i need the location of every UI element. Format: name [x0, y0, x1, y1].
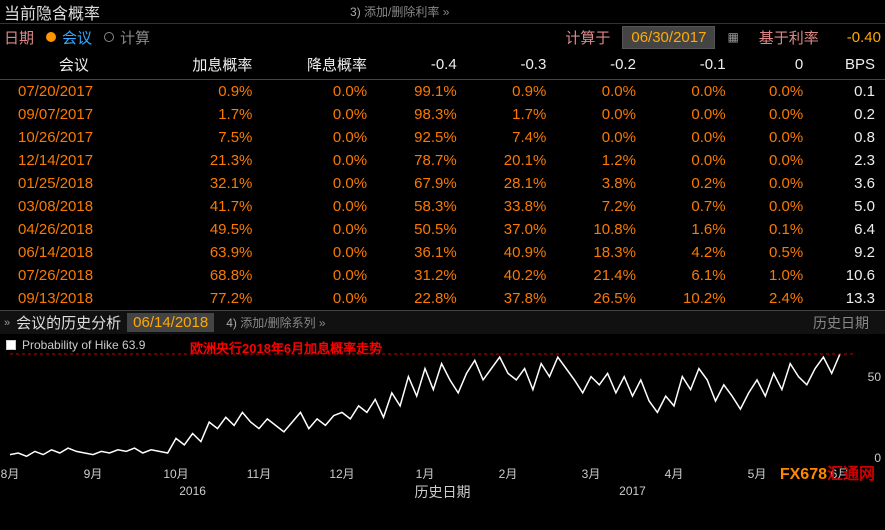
- x-tick: 5月: [748, 465, 767, 482]
- date-label: 日期: [4, 27, 34, 48]
- x-tick: 12月: [329, 465, 354, 482]
- table-row[interactable]: 09/13/201877.2%0.0%22.8%37.8%26.5%10.2%2…: [0, 287, 885, 310]
- probability-table: 会议加息概率降息概率-0.4-0.3-0.2-0.10BPS 07/20/201…: [0, 50, 885, 310]
- table-row[interactable]: 04/26/201849.5%0.0%50.5%37.0%10.8%1.6%0.…: [0, 218, 885, 241]
- x-year: 2017: [619, 484, 646, 498]
- add-remove-rate-link[interactable]: 3) 添加/删除利率 »: [350, 3, 449, 20]
- table-row[interactable]: 07/26/201868.8%0.0%31.2%40.2%21.4%6.1%1.…: [0, 264, 885, 287]
- x-tick: 3月: [582, 465, 601, 482]
- col-header: -0.2: [556, 50, 646, 80]
- table-row[interactable]: 06/14/201863.9%0.0%36.1%40.9%18.3%4.2%0.…: [0, 241, 885, 264]
- add-remove-series-link[interactable]: 4) 添加/删除系列 »: [226, 314, 325, 331]
- y-tick: 50: [868, 370, 881, 384]
- col-header: -0.1: [646, 50, 736, 80]
- page-title: 当前隐含概率: [4, 0, 100, 24]
- x-year: 2016: [179, 484, 206, 498]
- base-rate-label: 基于利率: [759, 27, 819, 48]
- table-row[interactable]: 07/20/20170.9%0.0%99.1%0.9%0.0%0.0%0.0%0…: [0, 80, 885, 104]
- col-header: 会议: [0, 50, 148, 80]
- table-row[interactable]: 10/26/20177.5%0.0%92.5%7.4%0.0%0.0%0.0%0…: [0, 126, 885, 149]
- watermark: FX678汇通网: [780, 460, 875, 484]
- chevron-icon[interactable]: »: [4, 317, 10, 329]
- y-tick: 0: [874, 451, 881, 465]
- x-tick: 1月: [416, 465, 435, 482]
- col-header: -0.3: [467, 50, 557, 80]
- history-axis-label: 历史日期: [813, 313, 869, 333]
- radio-dot-icon: [104, 32, 114, 42]
- table-row[interactable]: 09/07/20171.7%0.0%98.3%1.7%0.0%0.0%0.0%0…: [0, 103, 885, 126]
- calc-label: 计算于: [565, 27, 610, 48]
- history-title: 会议的历史分析: [16, 312, 121, 333]
- history-date-input[interactable]: 06/14/2018: [127, 313, 214, 332]
- x-axis-label: 历史日期: [415, 482, 471, 502]
- table-row[interactable]: 03/08/201841.7%0.0%58.3%33.8%7.2%0.7%0.0…: [0, 195, 885, 218]
- x-tick: 11月: [247, 465, 271, 482]
- radio-meeting[interactable]: 会议: [46, 27, 92, 48]
- radio-dot-icon: [46, 32, 56, 42]
- x-tick: 8月: [1, 465, 20, 482]
- history-chart: Probability of Hike 63.9 欧洲央行2018年6月加息概率…: [0, 334, 885, 504]
- radio-calculation[interactable]: 计算: [104, 27, 150, 48]
- table-row[interactable]: 12/14/201721.3%0.0%78.7%20.1%1.2%0.0%0.0…: [0, 149, 885, 172]
- col-header: -0.4: [377, 50, 467, 80]
- table-row[interactable]: 01/25/201832.1%0.0%67.9%28.1%3.8%0.2%0.0…: [0, 172, 885, 195]
- calendar-icon[interactable]: ▦: [727, 30, 738, 44]
- col-header: BPS: [813, 50, 885, 80]
- col-header: 加息概率: [148, 50, 263, 80]
- x-tick: 4月: [665, 465, 684, 482]
- x-tick: 2月: [499, 465, 518, 482]
- x-tick: 10月: [163, 465, 188, 482]
- calc-date-input[interactable]: 06/30/2017: [622, 26, 715, 49]
- col-header: 降息概率: [262, 50, 377, 80]
- col-header: 0: [736, 50, 814, 80]
- x-tick: 9月: [84, 465, 103, 482]
- base-rate-value: -0.40: [847, 29, 881, 46]
